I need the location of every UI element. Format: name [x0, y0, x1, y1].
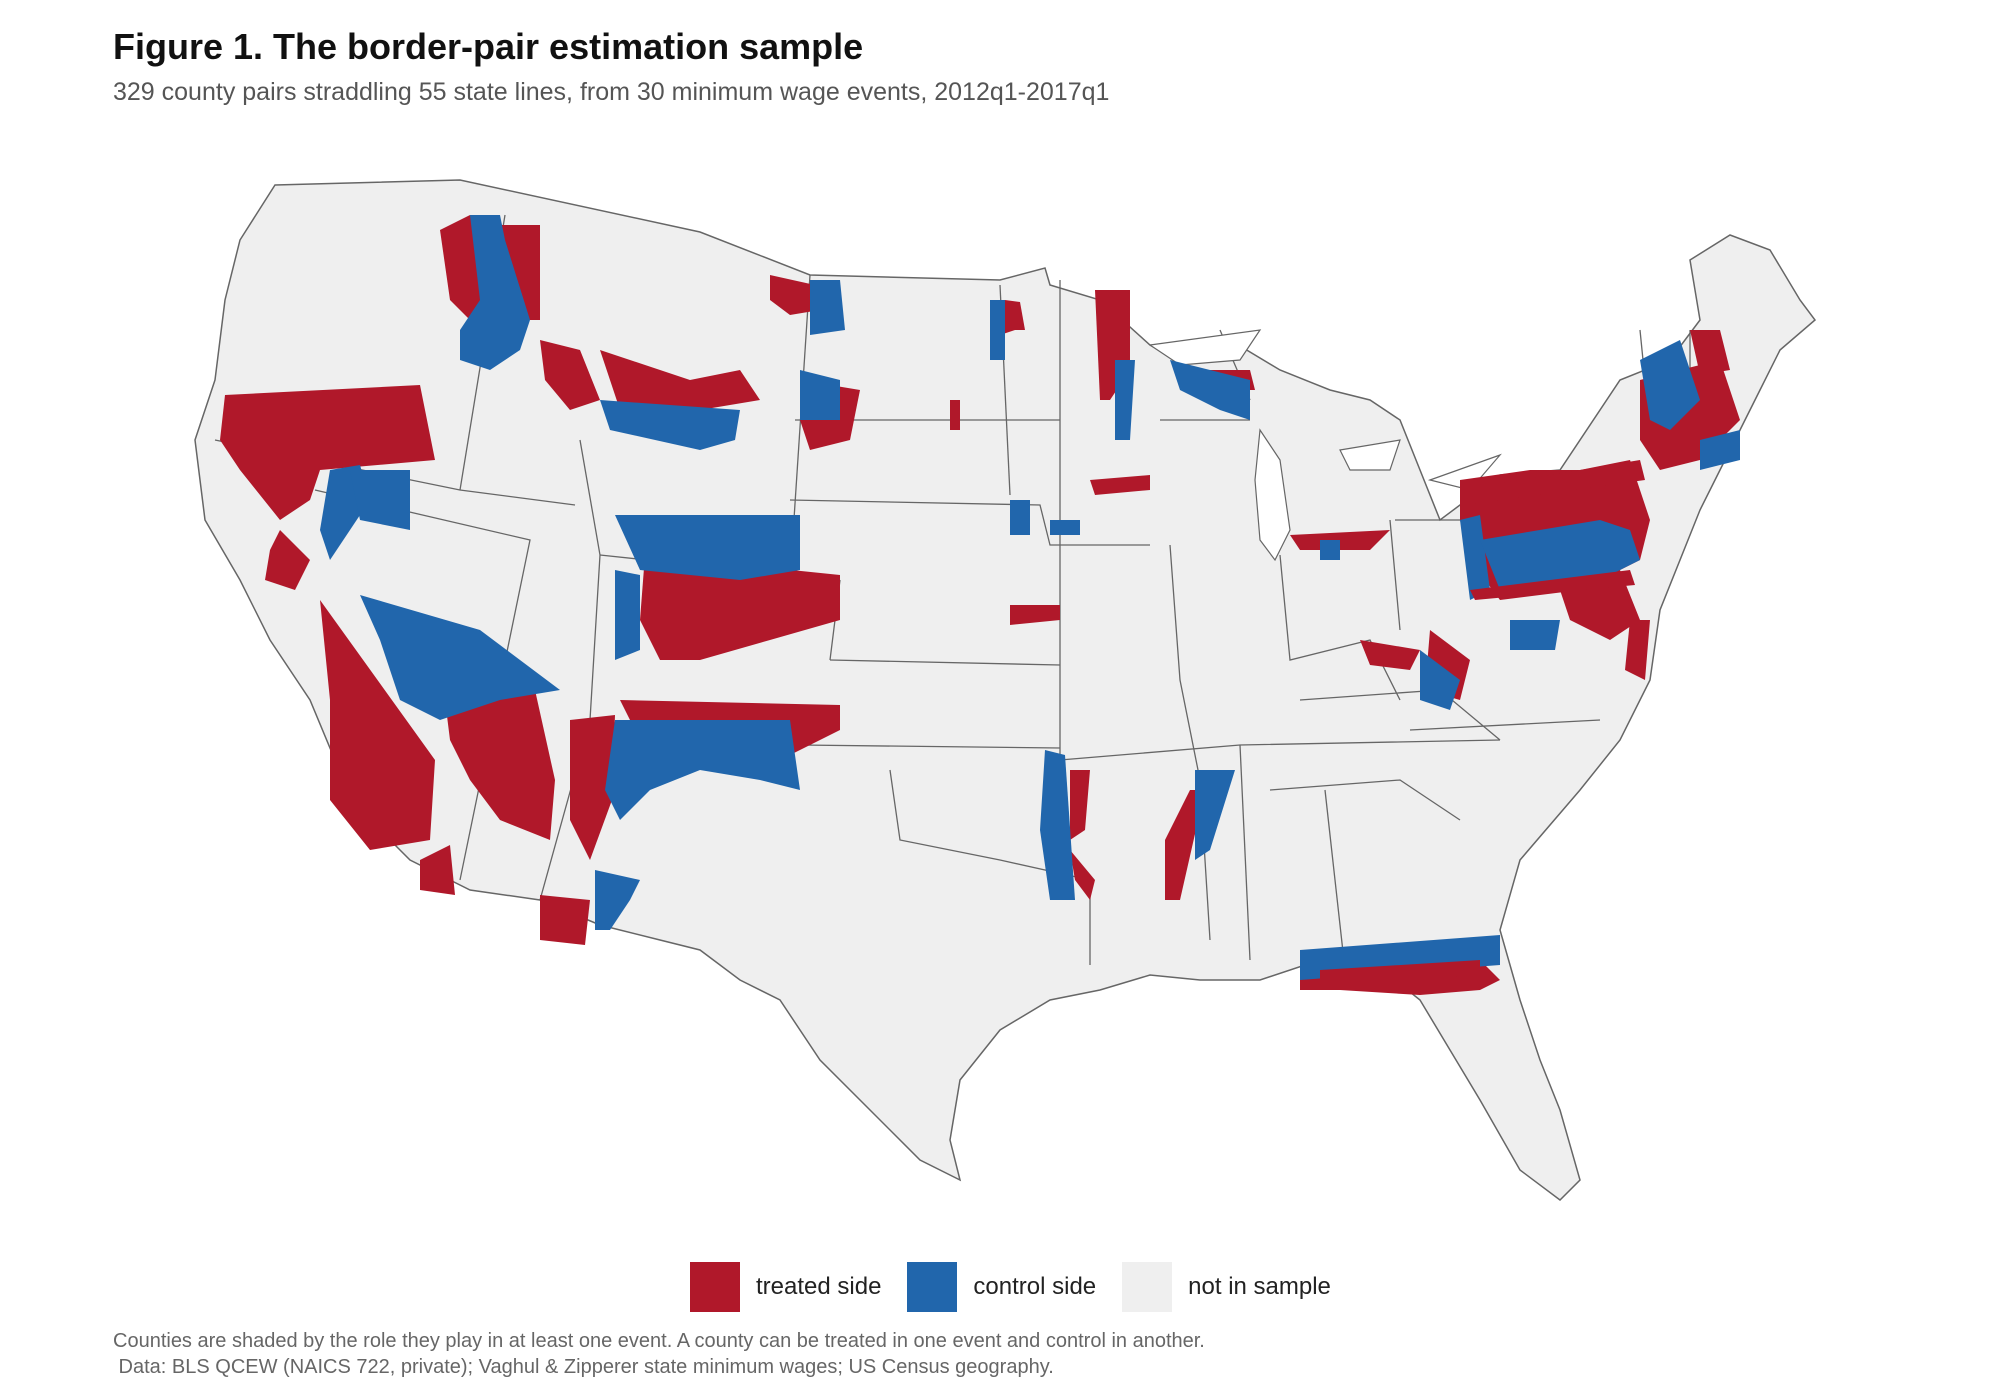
caption-line-1: Counties are shaded by the role they pla…: [113, 1330, 1205, 1352]
legend-label-control: control side: [973, 1273, 1097, 1300]
legend-swatch-treated: [690, 1262, 740, 1312]
legend-item-control: control side: [907, 1262, 1096, 1312]
legend-swatch-control: [907, 1262, 958, 1312]
figure-title: Figure 1. The border-pair estimation sam…: [113, 26, 864, 67]
treated-accents: [1320, 460, 1645, 985]
legend-label-treated: treated side: [756, 1273, 882, 1300]
great-lakes: [1148, 329, 1502, 562]
legend-swatch-not-in-sample: [1122, 1262, 1173, 1312]
figure-caption: Counties are shaded by the role they pla…: [113, 1328, 1205, 1380]
legend-label-not-in-sample: not in sample: [1188, 1273, 1331, 1300]
legend-item-treated: treated side: [690, 1262, 881, 1312]
figure-subtitle: 329 county pairs straddling 55 state lin…: [113, 78, 1110, 106]
caption-line-2: Data: BLS QCEW (NAICS 722, private); Vag…: [113, 1356, 1054, 1378]
us-county-map: [194, 179, 1817, 1201]
map-legend: treated side control side not in sample: [690, 1262, 1357, 1312]
legend-item-not-in-sample: not in sample: [1122, 1262, 1331, 1312]
